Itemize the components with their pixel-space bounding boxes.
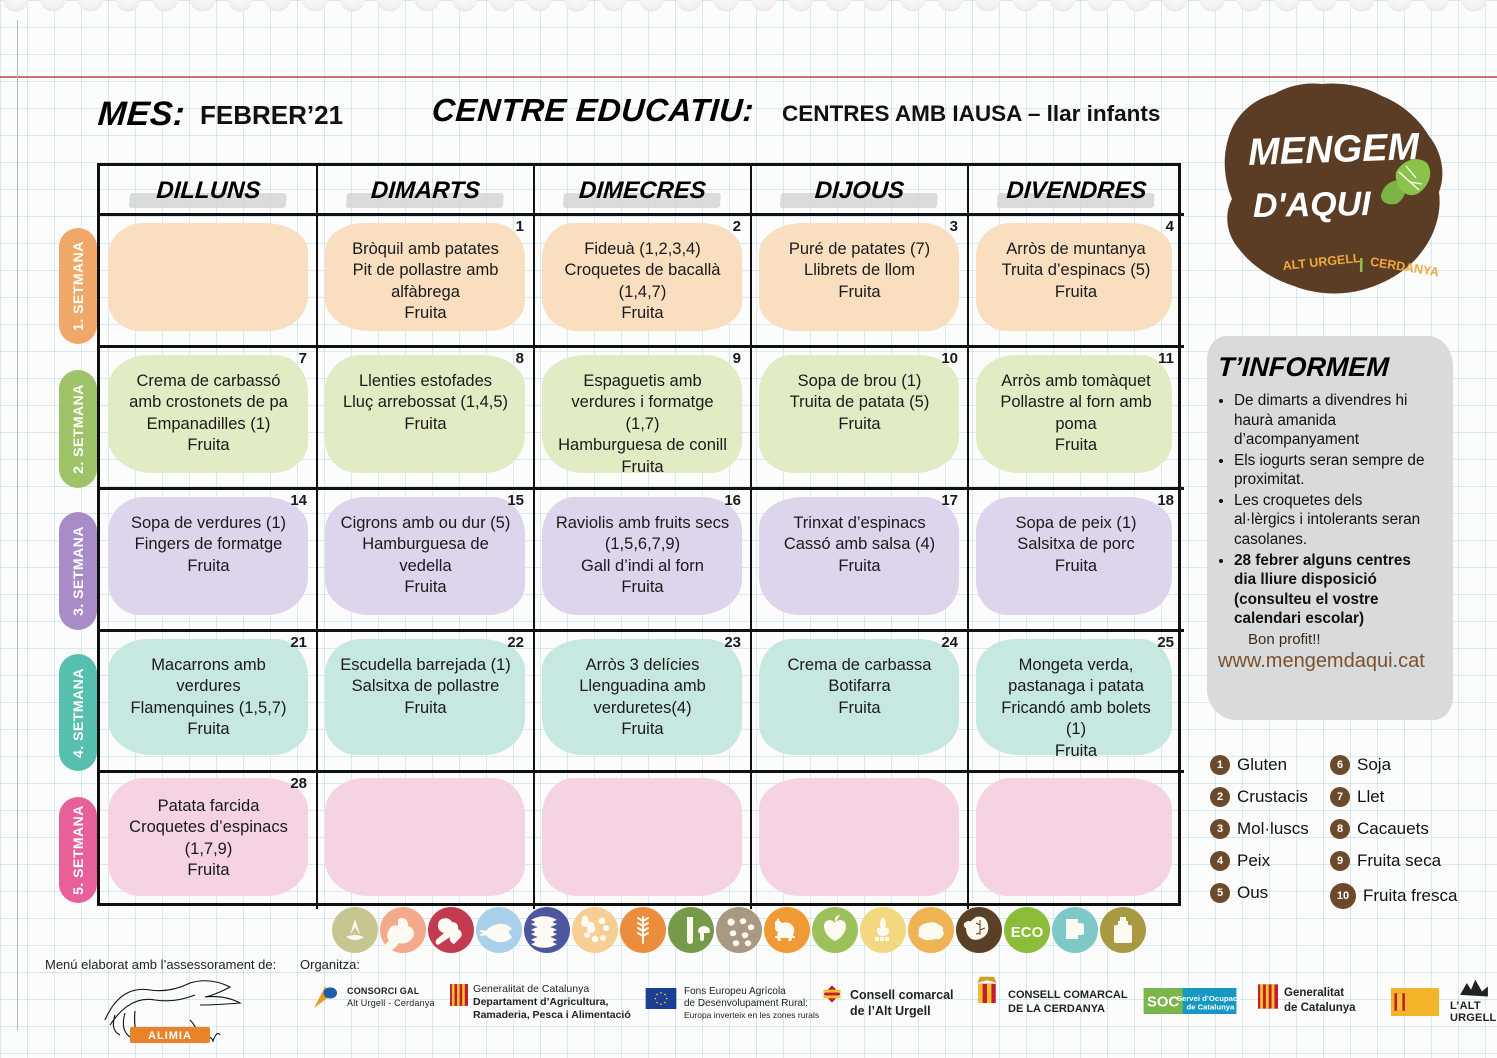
- svg-text:D'AQUI: D'AQUI: [1253, 185, 1373, 225]
- svg-text:SOC: SOC: [1147, 995, 1179, 1011]
- svg-text:ECO: ECO: [1011, 924, 1044, 941]
- svg-text:MENGEM: MENGEM: [1247, 126, 1421, 174]
- svg-text:ALIMIA: ALIMIA: [148, 1030, 192, 1042]
- svg-text:de Catalunya: de Catalunya: [1186, 1002, 1235, 1011]
